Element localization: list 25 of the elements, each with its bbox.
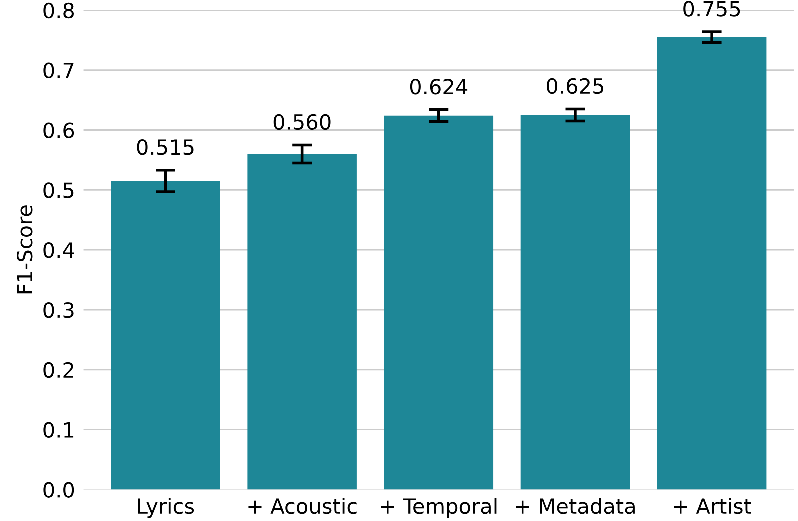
- bar: [248, 154, 357, 490]
- data-label: 0.560: [274, 114, 331, 130]
- y-axis-title: F1-Score: [16, 206, 33, 294]
- data-label: 0.624: [410, 78, 468, 95]
- y-tick-label: 0.5: [44, 182, 74, 198]
- y-tick-label: 0.7: [44, 62, 74, 79]
- data-label: 0.755: [684, 1, 740, 17]
- bar: [111, 181, 220, 490]
- bar: [657, 37, 767, 490]
- x-tick-label: + Temporal: [381, 498, 497, 518]
- bar: [520, 115, 630, 490]
- data-label: 0.625: [547, 78, 604, 94]
- x-tick-label: Lyrics: [138, 498, 194, 518]
- y-tick-label: 0.8: [44, 2, 74, 19]
- x-tick-label: + Metadata: [516, 498, 635, 514]
- y-tick-label: 0.4: [44, 242, 74, 258]
- y-tick-label: 0.1: [44, 422, 74, 438]
- bar: [384, 116, 494, 490]
- x-tick-label: + Artist: [674, 498, 752, 514]
- y-tick-label: 0.0: [44, 482, 74, 498]
- x-tick-label: + Acoustic: [248, 498, 357, 514]
- y-tick-label: 0.3: [44, 302, 74, 318]
- y-tick-label: 0.6: [44, 122, 74, 138]
- y-tick-label: 0.2: [44, 362, 74, 378]
- data-label: 0.515: [137, 139, 194, 156]
